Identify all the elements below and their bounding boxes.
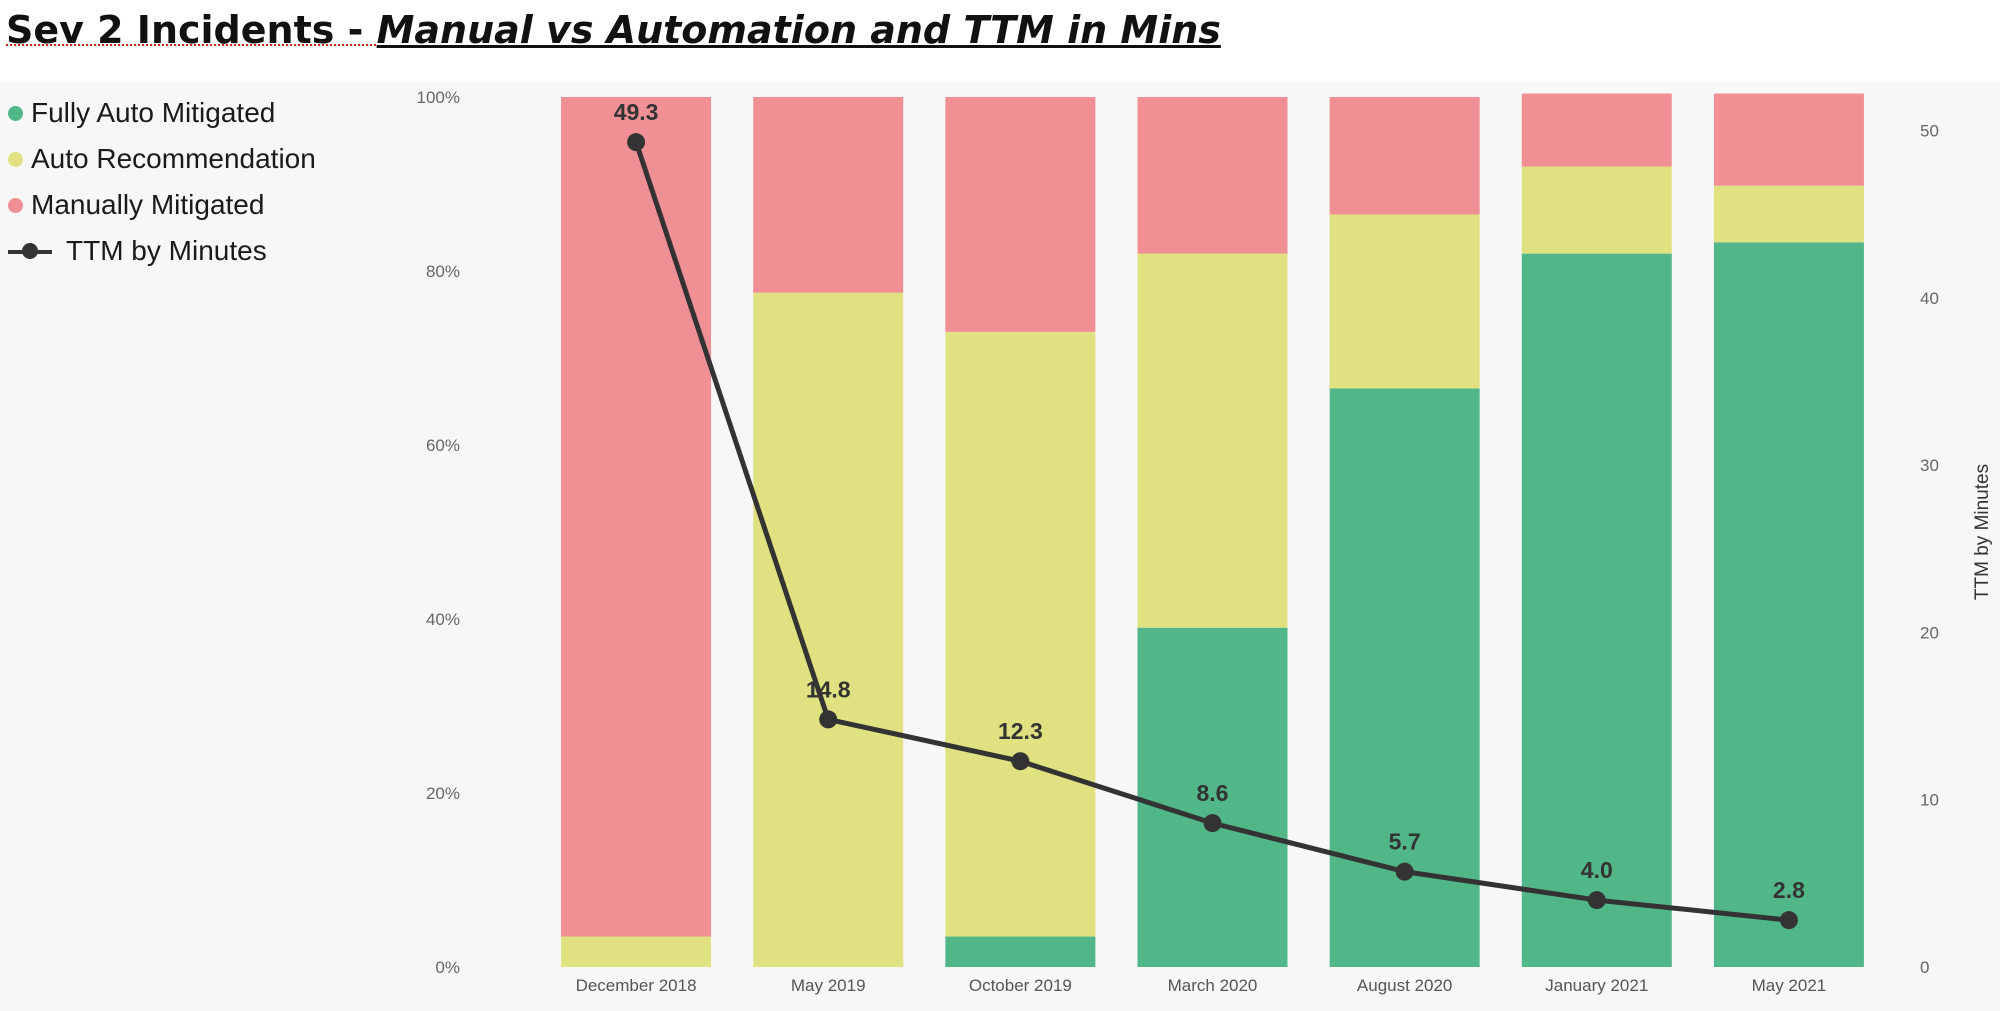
bar-segment-fully-auto-mitigated: [1713, 242, 1864, 968]
ttm-point: [1203, 814, 1222, 833]
ttm-data-label: 14.8: [806, 676, 851, 702]
legend-label: Auto Recommendation: [31, 143, 316, 174]
bar-segment-manually-mitigated: [1329, 97, 1480, 215]
legend-label: TTM by Minutes: [66, 235, 267, 266]
bar-segment-auto-recommendation: [753, 292, 904, 967]
x-tick-label: January 2021: [1545, 976, 1648, 995]
y-right-tick-label: 50: [1920, 121, 1939, 140]
ttm-point: [1587, 891, 1606, 910]
x-tick-label: October 2019: [969, 976, 1072, 995]
ttm-point: [1011, 752, 1030, 771]
ttm-data-label: 4.0: [1581, 857, 1613, 883]
bar-segment-manually-mitigated: [1521, 93, 1672, 167]
chart-title: Sev 2 Incidents - Manual vs Automation a…: [6, 8, 1221, 52]
legend-marker-ttm-line: [8, 240, 52, 262]
legend: Fully Auto Mitigated Auto Recommendation…: [8, 90, 316, 274]
legend-label: Fully Auto Mitigated: [31, 97, 276, 128]
x-tick-label: May 2019: [791, 976, 866, 995]
x-tick-label: May 2021: [1752, 976, 1827, 995]
ttm-data-label: 2.8: [1773, 877, 1805, 903]
ttm-data-label: 5.7: [1389, 829, 1421, 855]
y-right-tick-label: 10: [1920, 791, 1939, 810]
bar-segment-fully-auto-mitigated: [1521, 253, 1672, 968]
legend-item-auto-recommendation[interactable]: Auto Recommendation: [8, 136, 316, 182]
ttm-point: [1779, 911, 1798, 930]
bar-segment-fully-auto-mitigated: [945, 936, 1096, 967]
legend-marker-fully-auto: [8, 105, 23, 121]
y-right-tick-label: 20: [1920, 623, 1939, 642]
y-left-tick-label: 60%: [426, 436, 460, 455]
y-left-tick-label: 40%: [426, 610, 460, 629]
legend-item-fully-auto[interactable]: Fully Auto Mitigated: [8, 90, 316, 136]
title-subtitle: Manual vs Automation and TTM in Mins: [376, 8, 1221, 52]
ttm-data-label: 12.3: [998, 718, 1043, 744]
x-tick-label: March 2020: [1168, 976, 1258, 995]
legend-item-ttm[interactable]: TTM by Minutes: [8, 228, 316, 274]
y-left-tick-label: 100%: [417, 88, 460, 107]
bar-segment-auto-recommendation: [1137, 253, 1288, 628]
ttm-point: [1395, 862, 1414, 881]
y-right-tick-label: 0: [1920, 958, 1929, 977]
ttm-point: [819, 710, 838, 729]
bar-segment-manually-mitigated: [1713, 93, 1864, 186]
bar-segment-fully-auto-mitigated: [1137, 627, 1288, 967]
y-right-tick-label: 30: [1920, 456, 1939, 475]
legend-item-manually-mitigated[interactable]: Manually Mitigated: [8, 182, 316, 228]
legend-marker-manually-mitigated: [8, 197, 23, 213]
bar-segment-manually-mitigated: [945, 97, 1096, 332]
x-tick-label: August 2020: [1357, 976, 1452, 995]
bar-segment-manually-mitigated: [753, 97, 904, 293]
bar-segment-auto-recommendation: [561, 936, 712, 967]
y-left-tick-label: 0%: [435, 958, 460, 977]
y-left-tick-label: 80%: [426, 262, 460, 281]
y-right-axis-label: TTM by Minutes: [1972, 464, 1993, 600]
bar-segment-manually-mitigated: [561, 97, 712, 937]
y-right-tick-label: 40: [1920, 289, 1939, 308]
bar-segment-auto-recommendation: [1329, 214, 1480, 389]
ttm-data-label: 8.6: [1197, 780, 1229, 806]
ttm-point: [627, 133, 646, 152]
legend-label: Manually Mitigated: [31, 189, 265, 220]
y-left-tick-label: 20%: [426, 784, 460, 803]
bar-segment-auto-recommendation: [945, 331, 1096, 937]
bar-segment-auto-recommendation: [1521, 166, 1672, 254]
bar-segment-manually-mitigated: [1137, 97, 1288, 254]
legend-marker-auto-recommendation: [8, 151, 23, 167]
ttm-data-label: 49.3: [614, 99, 659, 125]
bar-segment-auto-recommendation: [1713, 185, 1864, 243]
x-tick-label: December 2018: [576, 976, 697, 995]
title-main: Sev 2 Incidents -: [6, 8, 377, 52]
